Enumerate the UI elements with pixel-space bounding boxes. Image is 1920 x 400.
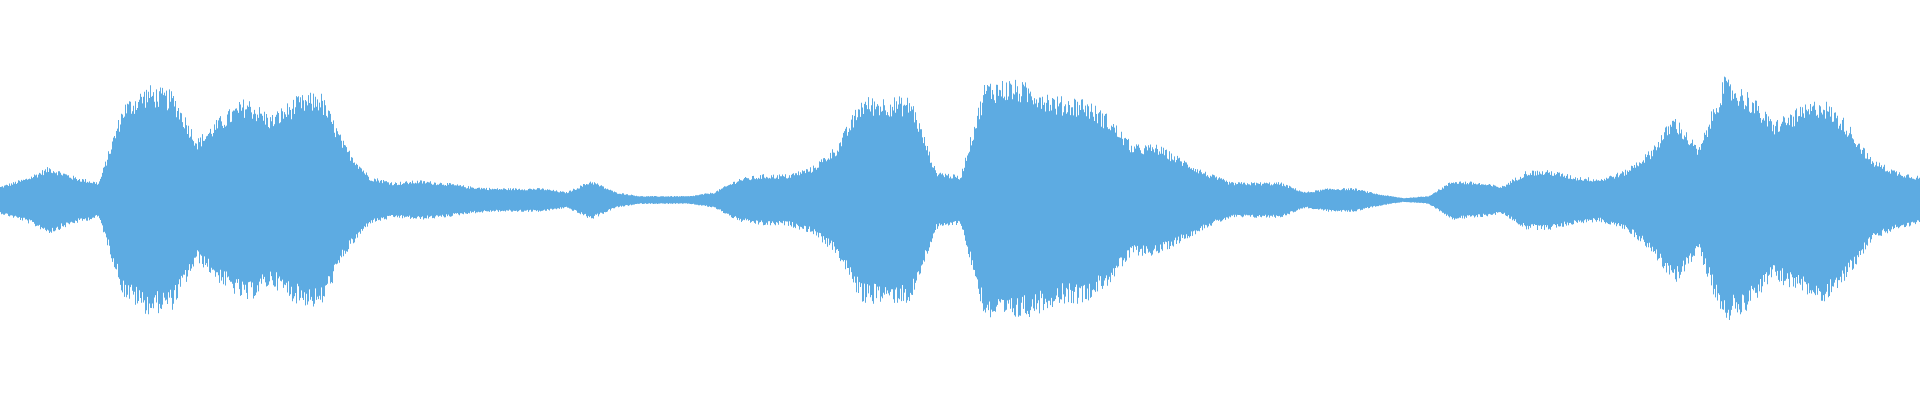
waveform-path xyxy=(0,76,1920,320)
